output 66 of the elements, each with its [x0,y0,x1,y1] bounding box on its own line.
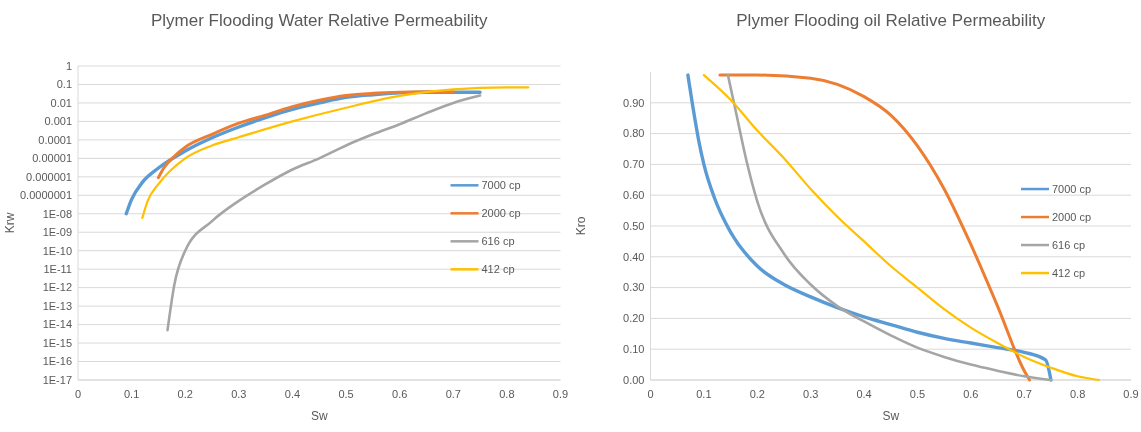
y-tick-label: 0.40 [623,250,645,263]
y-tick-label: 0.70 [623,158,645,171]
legend-label: 2000 cp [481,207,521,220]
x-tick-label: 0 [74,388,82,400]
x-tick-label: 0.6 [392,388,408,400]
y-tick-label: 1 [65,59,72,72]
y-tick-label: 0.80 [623,127,645,140]
y-tick-label: 0.0001 [38,133,72,146]
y-tick-label: 1E-14 [42,318,72,331]
legend-label: 616 cp [481,235,515,248]
x-tick-label: 0 [647,388,654,400]
y-axis-title: Krw [3,212,17,234]
x-tick-label: 0.4 [284,388,301,400]
legend-label: 7000 cp [481,179,521,192]
x-tick-label: 0.2 [177,388,193,400]
y-tick-label: 1E-17 [42,373,72,386]
y-tick-label: 1E-10 [42,244,72,257]
legend-label: 7000 cp [1052,182,1092,195]
y-tick-label: 0.00 [623,373,645,386]
x-tick-label: 0.3 [803,388,819,400]
y-tick-label: 0.001 [44,115,72,128]
x-tick-label: 0.9 [552,388,569,400]
y-tick-label: 1E-12 [42,281,72,294]
y-tick-label: 0.50 [623,219,645,232]
x-tick-label: 0.4 [856,388,872,400]
x-axis-title: Sw [882,409,900,423]
legend-label: 616 cp [1052,238,1086,251]
y-tick-label: 0.1 [56,78,72,91]
chart-title: Plymer Flooding oil Relative Permeability [736,11,1046,30]
line-series [141,86,530,219]
y-tick-label: 1E-08 [42,207,72,220]
y-tick-label: 0.90 [623,96,645,109]
line-series [166,94,482,332]
y-tick-label: 0.60 [623,189,645,202]
x-tick-label: 0.3 [231,388,247,400]
x-tick-label: 0.9 [1123,388,1139,400]
line-series [702,73,1101,382]
y-tick-label: 1E-13 [42,299,72,312]
y-tick-label: 1E-11 [43,263,72,276]
x-tick-label: 0.7 [445,388,461,400]
x-tick-label: 0.5 [338,388,354,400]
legend-label: 412 cp [1052,266,1086,279]
y-tick-label: 0.00001 [32,152,72,165]
x-tick-label: 0.2 [749,388,765,400]
line-series [156,90,455,180]
x-tick-label: 0.1 [123,388,140,400]
x-tick-label: 0.7 [1016,388,1032,400]
x-tick-label: 0.1 [696,388,712,400]
x-tick-label: 0.8 [1069,388,1086,400]
y-tick-label: 0.10 [623,343,645,356]
x-axis-title: Sw [310,409,328,423]
y-tick-label: 1E-09 [42,226,72,239]
chart-title: Plymer Flooding Water Relative Permeability [150,11,489,30]
x-tick-label: 0.5 [909,388,926,400]
x-tick-label: 0.6 [963,388,979,400]
y-tick-label: 0.01 [50,96,72,109]
y-tick-label: 0.20 [623,312,645,325]
y-tick-label: 1E-15 [42,336,72,349]
x-tick-label: 0.8 [499,388,515,400]
y-tick-label: 0.30 [623,281,645,294]
legend-label: 412 cp [481,263,515,276]
legend-label: 2000 cp [1052,210,1092,223]
y-tick-label: 1E-16 [42,355,72,368]
y-tick-label: 0.0000001 [20,189,72,202]
y-axis-title: Kro [573,216,588,236]
y-tick-label: 0.000001 [26,170,72,183]
